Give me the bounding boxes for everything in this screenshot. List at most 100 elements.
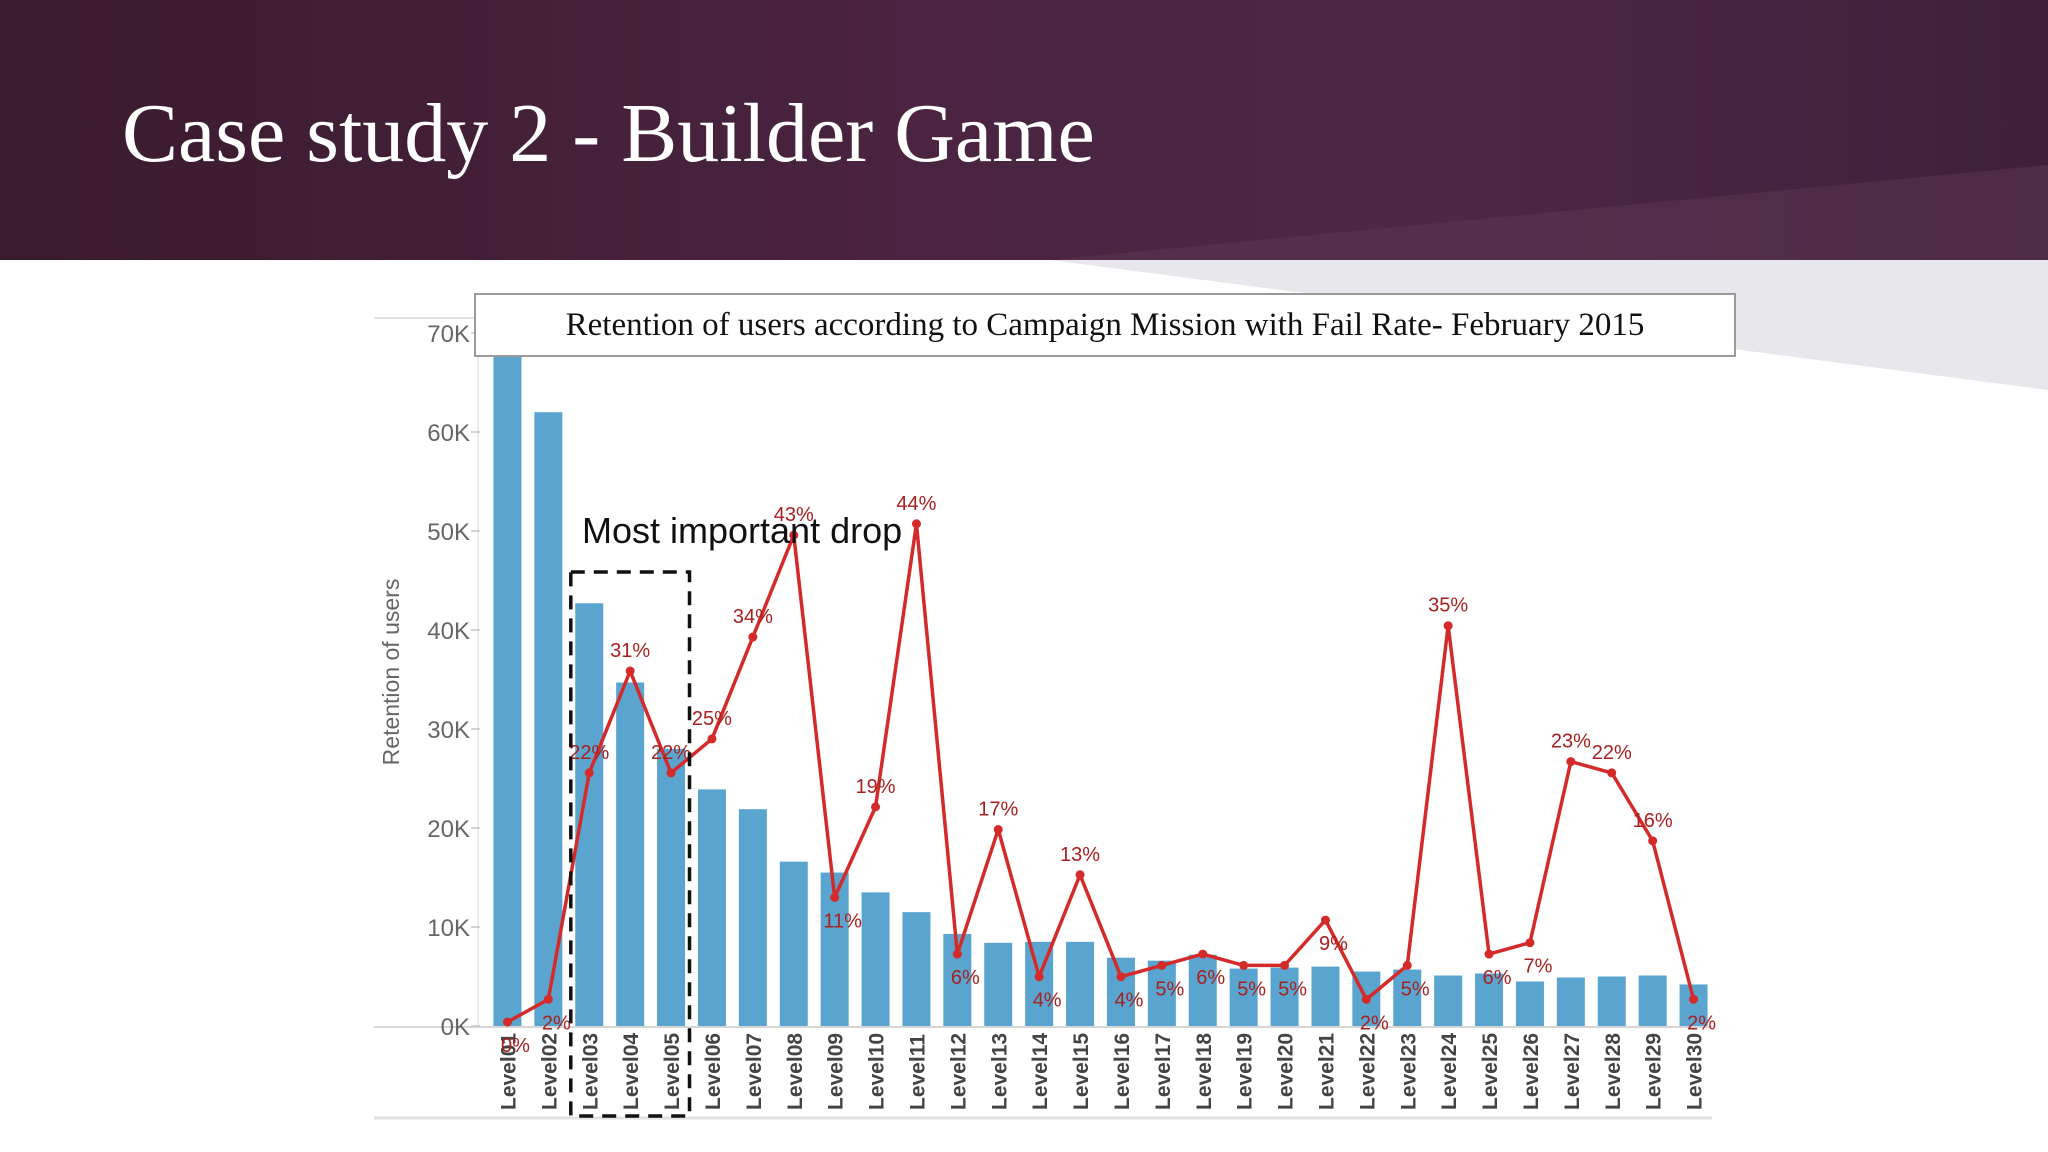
fail-rate-point xyxy=(502,1017,512,1027)
chart-title-box: Retention of users according to Campaign… xyxy=(474,293,1736,357)
fail-rate-point xyxy=(707,734,717,744)
bar xyxy=(1515,981,1544,1026)
fail-rate-point xyxy=(871,802,881,812)
fail-rate-label: 2% xyxy=(1687,1012,1716,1034)
fail-rate-point xyxy=(1443,621,1453,631)
x-tick-label: Level07 xyxy=(743,1033,766,1110)
y-tick-label: 10K xyxy=(427,915,470,942)
fail-rate-point xyxy=(1320,915,1330,925)
fail-rate-point xyxy=(666,768,676,778)
x-tick-label: Level15 xyxy=(1070,1033,1093,1110)
fail-rate-point xyxy=(1116,972,1126,982)
fail-rate-point xyxy=(748,632,758,642)
fail-rate-point xyxy=(1648,836,1658,846)
y-tick-label: 0K xyxy=(441,1014,470,1041)
slide-title: Case study 2 - Builder Game xyxy=(122,87,1095,180)
fail-rate-point xyxy=(789,530,799,540)
fail-rate-point xyxy=(1034,972,1044,982)
bar xyxy=(738,809,767,1026)
fail-rate-label: 7% xyxy=(1523,956,1552,978)
fail-rate-label: 9% xyxy=(1319,933,1348,955)
fail-rate-label: 31% xyxy=(610,640,650,662)
bar xyxy=(1270,967,1299,1026)
fail-rate-point xyxy=(1525,938,1535,948)
fail-rate-label: 44% xyxy=(896,493,936,515)
x-tick-label: Level02 xyxy=(538,1033,561,1110)
y-tick-label: 70K xyxy=(427,321,470,348)
x-tick-label: Level19 xyxy=(1234,1033,1257,1110)
bar xyxy=(575,603,604,1026)
fail-rate-point xyxy=(1566,757,1576,767)
fail-rate-point xyxy=(543,994,553,1004)
fail-rate-label: 22% xyxy=(569,742,609,764)
fail-rate-label: 4% xyxy=(1033,990,1062,1012)
fail-rate-label: 6% xyxy=(1483,967,1512,989)
bar xyxy=(984,942,1013,1026)
annotation-dashed-box xyxy=(569,570,692,1118)
fail-rate-label: 17% xyxy=(978,799,1018,821)
fail-rate-point xyxy=(1361,994,1371,1004)
fail-rate-point xyxy=(993,825,1003,835)
bar xyxy=(697,789,726,1026)
x-tick-label: Level20 xyxy=(1275,1033,1298,1110)
x-tick-label: Level11 xyxy=(906,1034,929,1110)
fail-rate-label: 43% xyxy=(774,504,814,526)
fail-rate-point xyxy=(1239,960,1249,970)
bar xyxy=(1597,976,1626,1026)
fail-rate-label: 5% xyxy=(1401,978,1430,1000)
fail-rate-label: 2% xyxy=(1360,1012,1389,1034)
bar xyxy=(1679,984,1708,1026)
x-tick-label: Level17 xyxy=(1152,1033,1175,1110)
x-tick-label: Level03 xyxy=(579,1033,602,1110)
fail-rate-label: 23% xyxy=(1551,731,1591,753)
fail-rate-label: 5% xyxy=(1278,978,1307,1000)
fail-rate-point xyxy=(1607,768,1617,778)
bar xyxy=(1147,960,1176,1026)
bar xyxy=(1106,957,1135,1026)
x-tick-label: Level09 xyxy=(825,1033,848,1110)
x-tick-label: Level30 xyxy=(1684,1033,1707,1110)
fail-rate-label: 19% xyxy=(856,776,896,798)
bar xyxy=(1434,975,1463,1026)
fail-rate-point xyxy=(584,768,594,778)
y-tick-label: 50K xyxy=(427,519,470,546)
bar xyxy=(902,912,931,1026)
x-tick-label: Level26 xyxy=(1520,1033,1543,1110)
bar xyxy=(1556,977,1585,1026)
y-tick-label: 40K xyxy=(427,618,470,645)
x-tick-label: Level12 xyxy=(947,1033,970,1110)
x-tick-label: Level04 xyxy=(620,1033,643,1110)
fail-rate-point xyxy=(1075,870,1085,880)
x-tick-label: Level24 xyxy=(1438,1033,1461,1110)
slide-header: Case study 2 - Builder Game xyxy=(0,0,2048,260)
bar xyxy=(534,412,563,1026)
fail-rate-label: 6% xyxy=(951,967,980,989)
fail-rate-label: 22% xyxy=(651,742,691,764)
fail-rate-label: 35% xyxy=(1428,595,1468,617)
fail-rate-point xyxy=(830,892,840,902)
bar xyxy=(1229,968,1258,1026)
x-tick-label: Level21 xyxy=(1315,1033,1338,1110)
fail-rate-point xyxy=(952,949,962,959)
bar xyxy=(1393,969,1422,1026)
x-tick-label: Level23 xyxy=(1397,1033,1420,1110)
fail-rate-label: 11% xyxy=(823,910,862,932)
bar xyxy=(1188,954,1217,1026)
x-tick-label: Level25 xyxy=(1479,1033,1502,1110)
fail-rate-label: 22% xyxy=(1592,742,1632,764)
x-tick-label: Level14 xyxy=(1029,1033,1052,1110)
x-tick-label: Level08 xyxy=(784,1033,807,1110)
fail-rate-label: 4% xyxy=(1114,990,1143,1012)
fail-rate-label: 2% xyxy=(542,1012,571,1034)
bar xyxy=(1311,966,1340,1026)
fail-rate-label: 13% xyxy=(1060,844,1100,866)
y-tick-label: 30K xyxy=(427,717,470,744)
bar xyxy=(1638,975,1667,1026)
bar xyxy=(779,861,808,1026)
x-tick-label: Level01 xyxy=(497,1033,520,1110)
x-tick-label: Level29 xyxy=(1643,1033,1666,1110)
x-tick-label: Level27 xyxy=(1561,1033,1584,1110)
bar xyxy=(1475,973,1504,1026)
x-tick-label: Level16 xyxy=(1111,1033,1134,1110)
